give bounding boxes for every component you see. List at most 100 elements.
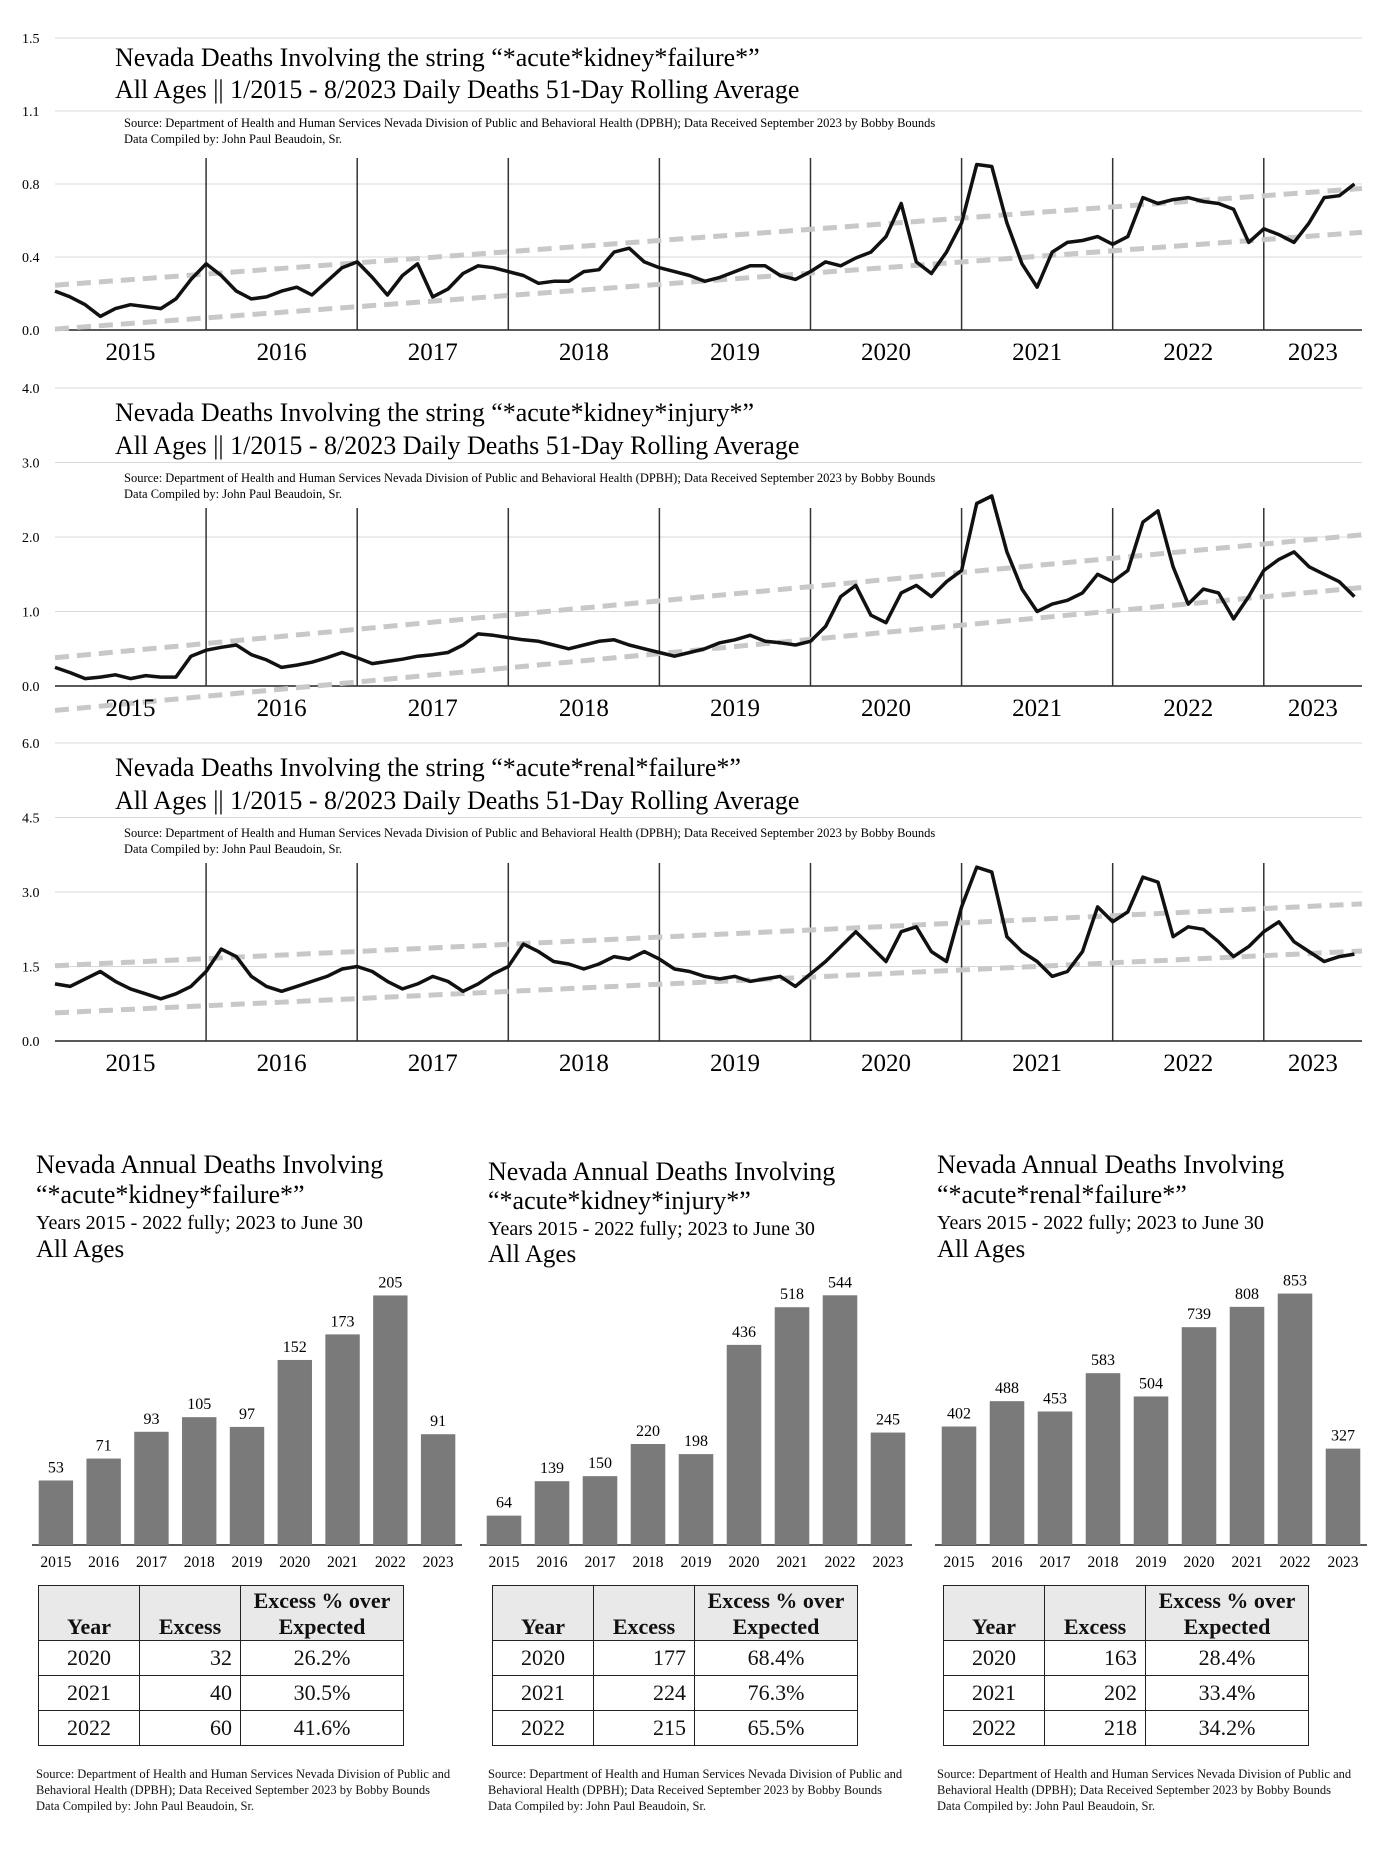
x-tick-label: 2016 (257, 695, 307, 722)
data-label: 64 (496, 1495, 512, 1512)
table-row: 2021 202 33.4% (943, 1675, 1309, 1711)
bar-title-line2: “*acute*renal*failure*” (937, 1180, 1187, 1209)
chart-title-line2: All Ages || 1/2015 - 8/2023 Daily Deaths… (115, 786, 799, 815)
plot-area: 0.0 1.5 3.0 4.5 6.0 2015 2016 2017 2018 2019 2020 2… (22, 737, 1363, 1077)
header-excess: Excess (593, 1585, 695, 1641)
data-label: 97 (239, 1406, 255, 1423)
data-label: 436 (732, 1324, 756, 1341)
x-tick-label: 2016 (257, 339, 307, 366)
y-tick-label: 1.5 (22, 961, 40, 976)
bar (582, 1476, 618, 1545)
excess-table-kidney-injury: Year Excess Excess % over Expected 2020 17… (492, 1585, 858, 1746)
bar-subtitle: Years 2015 - 2022 fully; 2023 to June 30 (937, 1212, 1264, 1234)
x-tick-label: 2016 (257, 1050, 307, 1077)
data-label: 453 (1043, 1390, 1067, 1407)
header-year: Year (943, 1585, 1045, 1641)
x-tick-label: 2019 (681, 1554, 712, 1570)
bar (182, 1417, 217, 1545)
bar-title-line1: Nevada Annual Deaths Involving (488, 1157, 835, 1186)
line-chart-kidney-failure: Nevada Deaths Involving the string “*acu… (22, 32, 1363, 366)
y-tick-label: 0.0 (22, 324, 40, 339)
x-tick-label: 2018 (184, 1554, 215, 1570)
bar (822, 1295, 858, 1545)
header-year: Year (38, 1585, 140, 1641)
table-row: 2022 218 34.2% (943, 1710, 1309, 1746)
x-tick-label: 2020 (861, 339, 911, 366)
excess-table-renal-failure: Year Excess Excess % over Expected 2020 16… (943, 1585, 1309, 1746)
data-label: 205 (378, 1274, 402, 1291)
bar (678, 1454, 714, 1545)
bar-plot: 64 2015 139 2016 150 2017 220 2018 198 2019 436 202… (480, 1274, 912, 1570)
bar-title-line2: “*acute*kidney*injury*” (488, 1186, 751, 1215)
y-tick-label: 3.0 (22, 886, 40, 901)
chart-title-line1: Nevada Deaths Involving the string “*acu… (115, 398, 754, 427)
bar (229, 1426, 265, 1545)
x-tick-label: 2018 (633, 1554, 664, 1570)
y-tick-label: 1.5 (22, 32, 40, 47)
x-tick-label: 2021 (327, 1554, 358, 1570)
data-label: 518 (780, 1286, 804, 1303)
bar (1229, 1306, 1265, 1545)
bar (630, 1444, 666, 1545)
x-tick-label: 2020 (861, 1050, 911, 1077)
bar-subtitle: Years 2015 - 2022 fully; 2023 to June 30 (488, 1218, 815, 1240)
data-label: 71 (96, 1438, 112, 1455)
bar-title-line1: Nevada Annual Deaths Involving (937, 1150, 1284, 1179)
series-line (54, 865, 1355, 1001)
bar-ages: All Ages (36, 1236, 124, 1263)
y-tick-label: 6.0 (22, 737, 40, 752)
y-tick-label: 4.5 (22, 812, 40, 827)
x-tick-label: 2018 (559, 339, 609, 366)
data-label: 853 (1283, 1273, 1307, 1290)
data-label: 220 (636, 1423, 660, 1440)
x-tick-label: 2023 (423, 1554, 454, 1570)
bar (373, 1295, 408, 1545)
bar (86, 1458, 121, 1545)
x-tick-label: 2017 (408, 695, 458, 722)
bar-subtitle: Years 2015 - 2022 fully; 2023 to June 30 (36, 1212, 363, 1234)
y-tick-label: 0.4 (22, 251, 40, 266)
bar (1037, 1411, 1073, 1545)
data-label: 402 (947, 1406, 971, 1423)
excess-table-kidney-failure: Year Excess Excess % over Expected 2020 32… (38, 1585, 404, 1746)
bar-ages: All Ages (937, 1236, 1025, 1263)
data-label: 93 (143, 1411, 159, 1428)
x-tick-label: 2018 (559, 695, 609, 722)
x-tick-label: 2022 (1163, 339, 1213, 366)
bar (870, 1432, 906, 1545)
x-tick-label: 2021 (1012, 1050, 1062, 1077)
bar-chart-renal-failure: Nevada Annual Deaths Involving “*acute*r… (935, 1150, 1367, 1570)
bar-ages: All Ages (488, 1241, 576, 1268)
bar-title-line1: Nevada Annual Deaths Involving (36, 1150, 383, 1179)
series-line (54, 162, 1356, 319)
y-tick-label: 2.0 (22, 531, 40, 546)
data-label: 504 (1139, 1375, 1163, 1392)
series-line (54, 494, 1356, 681)
bar (1325, 1448, 1361, 1545)
chart-compiled: Data Compiled by: John Paul Beaudoin, Sr… (124, 132, 342, 146)
footnote-compiled: Data Compiled by: John Paul Beaudoin, Sr… (488, 1799, 707, 1813)
data-label: 150 (588, 1455, 612, 1472)
bar (486, 1515, 522, 1545)
footnote: Source: Department of Health and Human S… (36, 1766, 466, 1814)
x-tick-label: 2019 (710, 339, 760, 366)
y-tick-label: 0.0 (22, 1035, 40, 1050)
data-label: 808 (1235, 1286, 1259, 1303)
table-row: 2021 224 76.3% (492, 1675, 858, 1711)
x-tick-label: 2021 (1232, 1554, 1263, 1570)
bar (1085, 1373, 1121, 1545)
chart-title-line2: All Ages || 1/2015 - 8/2023 Daily Deaths… (115, 431, 799, 460)
bar-chart-kidney-injury: Nevada Annual Deaths Involving “*acute*k… (480, 1157, 912, 1570)
x-tick-label: 2023 (1288, 695, 1338, 722)
x-tick-label: 2017 (1040, 1554, 1071, 1570)
data-label: 739 (1187, 1306, 1211, 1323)
x-tick-label: 2023 (1328, 1554, 1359, 1570)
chart-title-line2: All Ages || 1/2015 - 8/2023 Daily Deaths… (115, 75, 799, 104)
footnote: Source: Department of Health and Human S… (488, 1766, 918, 1814)
x-tick-label: 2022 (825, 1554, 856, 1570)
table-row: 2021 40 30.5% (38, 1675, 404, 1711)
bar (1277, 1293, 1313, 1545)
x-tick-label: 2015 (106, 339, 156, 366)
data-label: 105 (187, 1396, 211, 1413)
footnote-compiled: Data Compiled by: John Paul Beaudoin, Sr… (937, 1799, 1156, 1813)
